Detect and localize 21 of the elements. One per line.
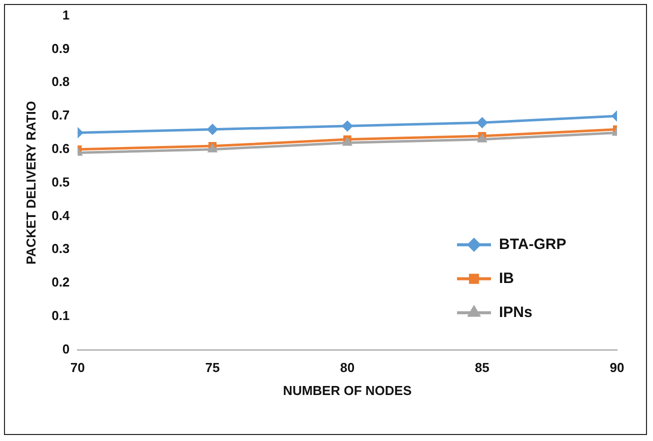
- y-tick-label: 0.8: [52, 74, 70, 90]
- y-tick-label: 1: [62, 7, 70, 22]
- legend-label: IPNs: [499, 304, 532, 321]
- x-tick-label: 75: [205, 360, 220, 376]
- legend-label: IB: [499, 270, 514, 287]
- legend-label: BTA-GRP: [499, 236, 566, 253]
- y-tick-label: 0.7: [52, 108, 70, 123]
- y-tick-label: 0.3: [52, 241, 70, 256]
- y-tick-label: 0.5: [52, 174, 70, 190]
- y-tick-label: 0.9: [52, 40, 70, 56]
- y-tick-label: 0.1: [52, 308, 70, 323]
- y-tick-label: 0.6: [52, 140, 70, 156]
- x-tick-label: 90: [610, 360, 624, 376]
- x-axis-title: NUMBER OF NODES: [283, 382, 412, 398]
- y-axis-title: PACKET DELIVERY RATIO: [23, 101, 38, 265]
- y-tick-label: 0: [62, 341, 70, 356]
- x-tick-label: 85: [474, 360, 490, 376]
- y-tick-label: 0.2: [52, 274, 70, 290]
- y-tick-label: 0.4: [52, 208, 70, 223]
- x-tick-label: 80: [340, 360, 355, 376]
- x-tick-label: 70: [70, 360, 85, 376]
